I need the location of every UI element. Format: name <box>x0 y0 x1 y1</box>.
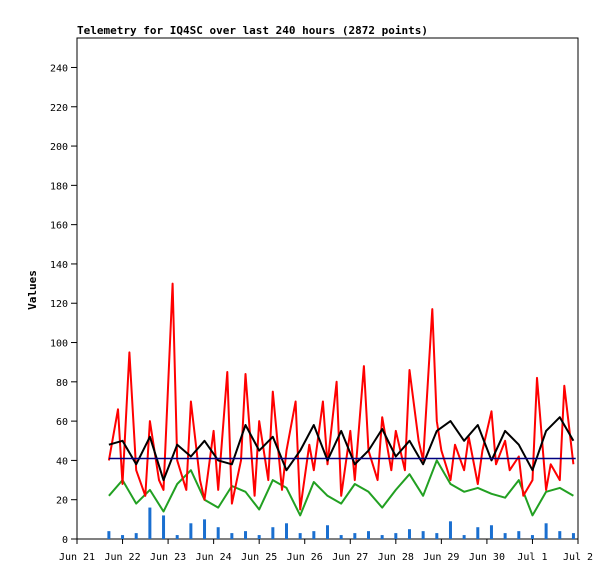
y-axis: 0 20 40 60 80 100 120 140 160 180 200 220 240 <box>50 63 77 546</box>
chart-title: Telemetry for IQ4SC over last 240 hours … <box>77 24 428 37</box>
y-tick-label: 140 <box>50 260 68 271</box>
x-tick-label: Jun 22 <box>104 552 140 563</box>
x-tick-label: Jun 30 <box>469 552 505 563</box>
x-tick-label: Jun 24 <box>196 552 232 563</box>
x-tick-label: Jun 23 <box>150 552 186 563</box>
y-tick-label: 180 <box>50 181 68 192</box>
x-tick-label: Jun 27 <box>332 552 368 563</box>
y-tick-label: 20 <box>56 496 68 507</box>
y-tick-label: 80 <box>56 378 68 389</box>
y-tick-label: 220 <box>50 103 68 114</box>
y-axis-label: Values <box>26 270 39 310</box>
y-tick-label: 40 <box>56 456 68 467</box>
x-tick-label: Jul 1 <box>517 552 547 563</box>
y-tick-label: 120 <box>50 299 68 310</box>
y-tick-label: 200 <box>50 142 68 153</box>
x-axis: Jun 21 Jun 22 Jun 23 Jun 24 Jun 25 Jun 26 Jun … <box>59 539 593 563</box>
x-tick-label: Jul 2 <box>563 552 593 563</box>
series-2-line <box>107 282 575 511</box>
x-tick-label: Jun 25 <box>241 552 277 563</box>
y-tick-label: 60 <box>56 417 68 428</box>
y-tick-label: 160 <box>50 221 68 232</box>
x-tick-label: Jun 26 <box>287 552 323 563</box>
series-3-line <box>108 416 575 482</box>
x-tick-label: Jun 28 <box>378 552 414 563</box>
x-tick-label: Jun 29 <box>423 552 459 563</box>
y-tick-label: 100 <box>50 339 68 350</box>
x-tick-label: Jun 21 <box>59 552 95 563</box>
y-tick-label: 240 <box>50 63 68 74</box>
series-layer <box>107 282 575 539</box>
y-tick-label: 0 <box>62 535 68 546</box>
